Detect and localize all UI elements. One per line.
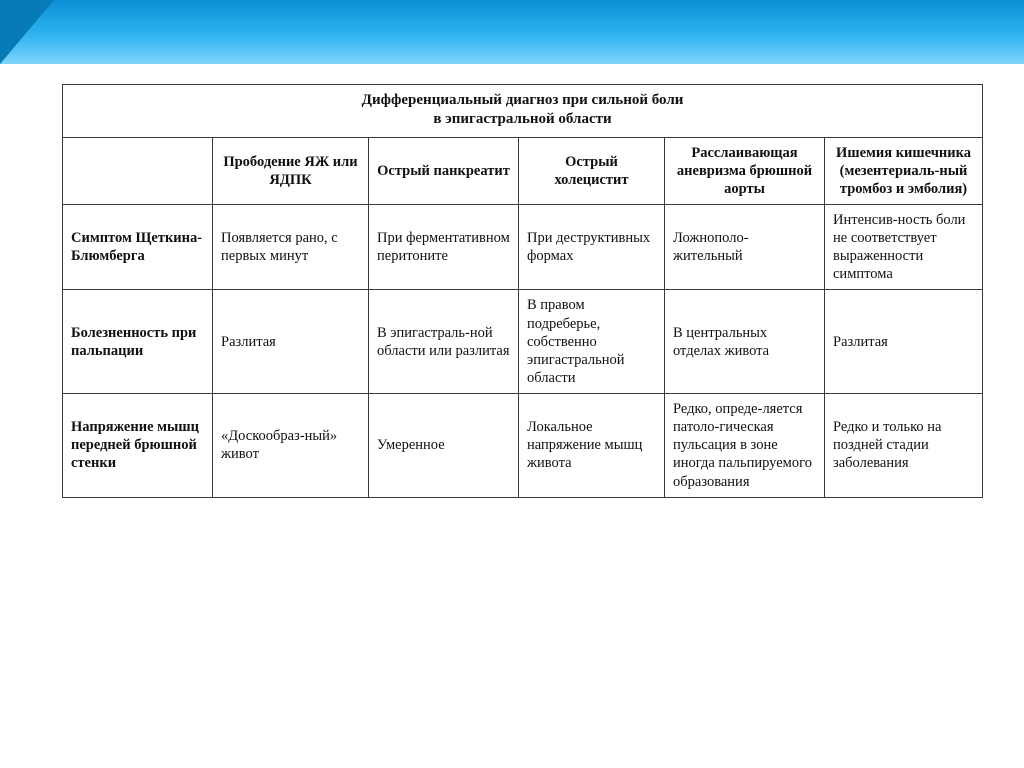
- cell-1-4: Разлитая: [825, 290, 983, 394]
- cell-1-3: В центральных отделах живота: [665, 290, 825, 394]
- slide: Дифференциальный диагноз при сильной бол…: [0, 0, 1024, 768]
- cell-2-0: «Доскообраз-ный» живот: [213, 394, 369, 498]
- col-blank: [63, 137, 213, 204]
- cell-0-1: При ферментативном перитоните: [369, 204, 519, 290]
- header-band: [0, 0, 1024, 64]
- cell-0-2: При деструктивных формах: [519, 204, 665, 290]
- col-pancr: Острый панкреатит: [369, 137, 519, 204]
- table-title: Дифференциальный диагноз при сильной бол…: [63, 85, 983, 138]
- cell-0-3: Ложнополо-жительный: [665, 204, 825, 290]
- col-aneur: Расслаивающая аневризма брюшной аорты: [665, 137, 825, 204]
- cell-1-2: В правом подреберье, собственно эпигастр…: [519, 290, 665, 394]
- cell-2-4: Редко и только на поздней стадии заболев…: [825, 394, 983, 498]
- table-title-row: Дифференциальный диагноз при сильной бол…: [63, 85, 983, 138]
- cell-2-1: Умеренное: [369, 394, 519, 498]
- col-ulcer: Прободение ЯЖ или ЯДПК: [213, 137, 369, 204]
- col-ischem: Ишемия кишечника (мезентериаль-ный тромб…: [825, 137, 983, 204]
- cell-1-1: В эпигастраль-ной области или разлитая: [369, 290, 519, 394]
- table-row: Болезненность при пальпации Разлитая В э…: [63, 290, 983, 394]
- title-line-2: в эпигастральной области: [433, 111, 611, 127]
- table-header-row: Прободение ЯЖ или ЯДПК Острый панкреатит…: [63, 137, 983, 204]
- diagnosis-table: Дифференциальный диагноз при сильной бол…: [62, 84, 983, 498]
- row-head-0: Симптом Щеткина-Блюмберга: [63, 204, 213, 290]
- cell-2-2: Локальное напряжение мышц живота: [519, 394, 665, 498]
- content-area: Дифференциальный диагноз при сильной бол…: [62, 84, 984, 498]
- cell-1-0: Разлитая: [213, 290, 369, 394]
- cell-0-0: Появляется рано, с первых минут: [213, 204, 369, 290]
- row-head-1: Болезненность при пальпации: [63, 290, 213, 394]
- row-head-2: Напряжение мышц передней брюшной стенки: [63, 394, 213, 498]
- col-chole: Острый холецистит: [519, 137, 665, 204]
- table-row: Напряжение мышц передней брюшной стенки …: [63, 394, 983, 498]
- cell-0-4: Интенсив-ность боли не соответствует выр…: [825, 204, 983, 290]
- corner-fold: [0, 0, 54, 64]
- cell-2-3: Редко, опреде-ляется патоло-гическая пул…: [665, 394, 825, 498]
- title-line-1: Дифференциальный диагноз при сильной бол…: [362, 92, 684, 108]
- table-row: Симптом Щеткина-Блюмберга Появляется ран…: [63, 204, 983, 290]
